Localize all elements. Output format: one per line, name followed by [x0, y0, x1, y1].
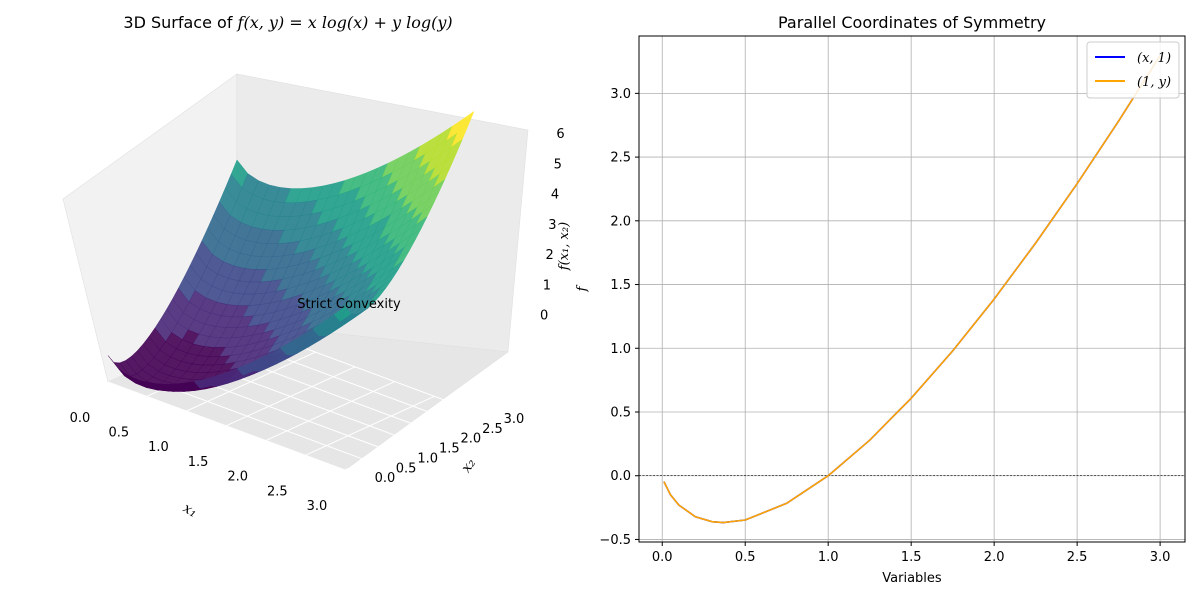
x1-axis-label: x₁ — [180, 500, 200, 521]
legend-label-series-2: (1, y) — [1137, 75, 1171, 90]
line-chart: Parallel Coordinates of Symmetry 0.0 0.5 1… — [575, 13, 1186, 586]
legend: (x, 1) (1, y) — [1086, 41, 1180, 99]
x1-tick-label: 2.0 — [227, 470, 248, 485]
surface-annotation: Strict Convexity — [297, 297, 401, 312]
x2-tick-label: 0.0 — [375, 471, 396, 486]
z-tick-label: 6 — [556, 127, 564, 142]
z-tick-label: 4 — [551, 188, 559, 203]
x2-tick-label: 0.5 — [396, 461, 417, 476]
line-ticks: 0.0 0.5 1.0 1.5 2.0 2.5 3.0 −0.5 0.0 0.5 1.0 1.5 2.0… — [599, 87, 1170, 565]
x1-tick-label: 0.5 — [108, 425, 129, 440]
x2-tick-label: 1.0 — [417, 451, 438, 466]
y-axis-label: f — [575, 284, 590, 292]
plot-frame — [638, 35, 1186, 543]
y-tick-label: 0.0 — [610, 469, 631, 484]
y-tick-label: 2.5 — [610, 151, 631, 166]
z-tick-label: 2 — [545, 248, 553, 263]
x-tick-label: 0.0 — [652, 550, 673, 565]
y-tick-label: 1.0 — [610, 342, 631, 357]
surface-patch — [333, 306, 352, 322]
line-chart-title: Parallel Coordinates of Symmetry — [778, 13, 1046, 32]
z-tick-label: 0 — [540, 309, 548, 324]
x1-tick-label: 3.0 — [307, 499, 328, 514]
surface-chart: 3D Surface of f(x, y) = x log(x) + y log… — [62, 13, 572, 521]
z-tick-label: 3 — [548, 218, 556, 233]
series-line-2 — [663, 55, 1161, 524]
x2-axis-label: x₂ — [458, 455, 479, 476]
surface — [107, 110, 475, 392]
x1-tick-label: 1.5 — [188, 455, 209, 470]
x2-tick-label: 2.5 — [482, 422, 503, 437]
x2-tick-label: 1.5 — [439, 442, 460, 457]
series-line-1 — [663, 55, 1161, 524]
z-axis-label: f(x₁, x₂) — [557, 222, 572, 271]
x1-tick-label: 1.0 — [148, 440, 169, 455]
floor-grid-y — [107, 381, 346, 471]
z-tick-label: 5 — [554, 157, 562, 172]
y-tick-label: −0.5 — [599, 533, 631, 548]
line-grid — [639, 36, 1185, 542]
y-tick-label: 3.0 — [610, 87, 631, 102]
y-tick-label: 1.5 — [610, 278, 631, 293]
axes-3d: 0.00.51.01.52.02.53.00.00.51.01.52.02.53… — [70, 127, 565, 514]
x2-tick-label: 3.0 — [504, 412, 525, 427]
x2-tick-label: 2.0 — [461, 432, 482, 447]
floor-grid-x — [344, 410, 475, 471]
x-tick-label: 0.5 — [735, 550, 756, 565]
line-series — [663, 55, 1161, 524]
x1-tick-label: 0.0 — [70, 411, 91, 426]
x-axis-label: Variables — [882, 571, 942, 586]
x-tick-label: 2.0 — [984, 550, 1005, 565]
surface-title-prefix: 3D Surface of — [123, 13, 237, 32]
surface-title: 3D Surface of f(x, y) = x log(x) + y log… — [123, 13, 452, 32]
y-tick-label: 0.5 — [610, 405, 631, 420]
x-tick-label: 3.0 — [1150, 550, 1171, 565]
y-tick-label: 2.0 — [610, 214, 631, 229]
x-tick-label: 2.5 — [1067, 550, 1088, 565]
x-tick-label: 1.0 — [818, 550, 839, 565]
surface-title-math: f(x, y) = x log(x) + y log(y) — [237, 13, 453, 32]
x-tick-label: 1.5 — [901, 550, 922, 565]
legend-label-series-1: (x, 1) — [1137, 51, 1171, 66]
x1-tick-label: 2.5 — [267, 484, 288, 499]
z-tick-label: 1 — [543, 278, 551, 293]
